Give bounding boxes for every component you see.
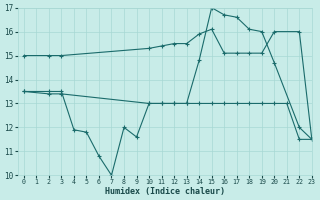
X-axis label: Humidex (Indice chaleur): Humidex (Indice chaleur) [105,187,225,196]
